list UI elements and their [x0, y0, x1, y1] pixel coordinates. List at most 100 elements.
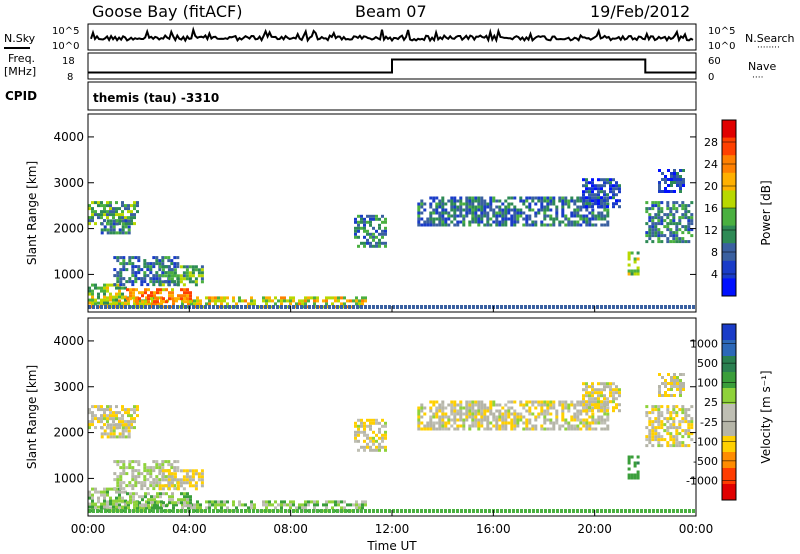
velocity-cell — [235, 506, 238, 510]
velocity-cell — [118, 503, 121, 507]
power-cell — [561, 202, 565, 206]
power-cell — [194, 280, 198, 284]
velocity-cell — [363, 439, 366, 443]
power-cell — [143, 262, 147, 266]
velocity-cell — [160, 503, 163, 507]
power-cell — [651, 204, 655, 208]
power-cell — [322, 299, 325, 303]
power-cell — [119, 256, 123, 260]
power-cell — [540, 223, 544, 227]
velocity-cell — [161, 478, 165, 482]
velocity-cell — [534, 406, 538, 410]
velocity-cell — [115, 414, 118, 418]
power-cell — [189, 300, 192, 304]
velocity-cell — [540, 406, 544, 410]
power-cell — [501, 214, 505, 218]
power-cell — [630, 272, 634, 276]
velocity-cell — [513, 421, 517, 425]
velocity-cell — [492, 418, 496, 422]
velocity-cell — [564, 421, 568, 425]
velocity-cell — [286, 509, 289, 513]
velocity-floor-cell — [328, 509, 331, 513]
velocity-cell — [119, 487, 123, 491]
power-cell — [155, 274, 159, 278]
velocity-cell — [170, 472, 174, 476]
power-cell — [181, 299, 184, 303]
nsky-label: N.Sky — [4, 32, 36, 45]
velocity-cell — [369, 436, 372, 440]
power-cell — [112, 231, 116, 235]
velocity-cell — [136, 405, 139, 409]
velocity-cell — [100, 505, 103, 509]
velocity-cell — [606, 403, 609, 407]
velocity-cell — [648, 429, 652, 433]
velocity-cell — [661, 376, 664, 379]
power-cell — [612, 205, 615, 209]
velocity-cell — [325, 500, 328, 504]
velocity-cell — [673, 394, 676, 397]
velocity-floor-cell — [376, 509, 379, 513]
power-floor-cell — [544, 305, 547, 309]
power-cell — [372, 217, 375, 221]
velocity-cell — [669, 411, 673, 415]
power-cell — [313, 302, 316, 306]
power-cell — [88, 219, 91, 223]
power-cell — [435, 205, 439, 209]
power-cell — [676, 172, 679, 175]
power-floor-cell — [660, 305, 663, 309]
power-cell — [670, 181, 673, 184]
power-floor-cell — [124, 305, 127, 309]
velocity-cell — [690, 420, 694, 424]
velocity-cell — [176, 478, 180, 482]
velocity-cell — [663, 438, 667, 442]
power_panel-colorbar-swatch — [722, 260, 736, 279]
velocity-cell — [585, 427, 589, 431]
power-cell — [675, 225, 679, 229]
velocity-cell — [88, 420, 91, 424]
velocity-cell — [127, 423, 131, 427]
power-cell — [153, 291, 156, 295]
power-cell — [429, 211, 433, 215]
velocity-cell — [139, 506, 142, 510]
power-floor-cell — [112, 305, 115, 309]
power-cell — [579, 223, 583, 227]
velocity-cell — [468, 400, 472, 404]
velocity-cell — [585, 400, 588, 404]
power-cell — [603, 181, 606, 185]
power-cell — [355, 299, 358, 303]
velocity-cell — [573, 424, 577, 428]
velocity-cell — [328, 500, 331, 504]
power-cell — [140, 277, 144, 281]
power-cell — [214, 302, 217, 306]
power-cell — [666, 240, 670, 244]
power-cell — [349, 299, 352, 303]
power-cell — [130, 216, 133, 220]
power-cell — [88, 289, 91, 293]
velocity-cell — [675, 444, 679, 448]
power-cell — [543, 205, 547, 209]
velocity-cell — [304, 500, 307, 504]
velocity-cell — [155, 466, 159, 470]
velocity-cell — [106, 435, 110, 439]
power-cell — [543, 223, 547, 227]
velocity-cell — [501, 415, 505, 419]
velocity-cell — [125, 466, 129, 470]
velocity-cell — [226, 506, 229, 510]
velocity-cell — [130, 426, 133, 430]
power-cell — [444, 217, 448, 221]
power-floor-cell — [504, 305, 507, 309]
power-cell — [131, 283, 135, 287]
velocity-cell — [354, 436, 357, 440]
velocity-floor-cell — [256, 509, 259, 513]
power-cell — [148, 302, 151, 306]
power-cell — [286, 299, 289, 303]
velocity-floor-cell — [524, 509, 527, 513]
velocity-cell — [349, 503, 352, 507]
power-cell — [670, 190, 673, 193]
velocity-cell — [513, 400, 517, 404]
power-floor-cell — [564, 305, 567, 309]
velocity-cell — [140, 487, 144, 491]
power-cell — [122, 268, 126, 272]
power-cell — [459, 199, 463, 203]
power-cell — [679, 190, 682, 193]
